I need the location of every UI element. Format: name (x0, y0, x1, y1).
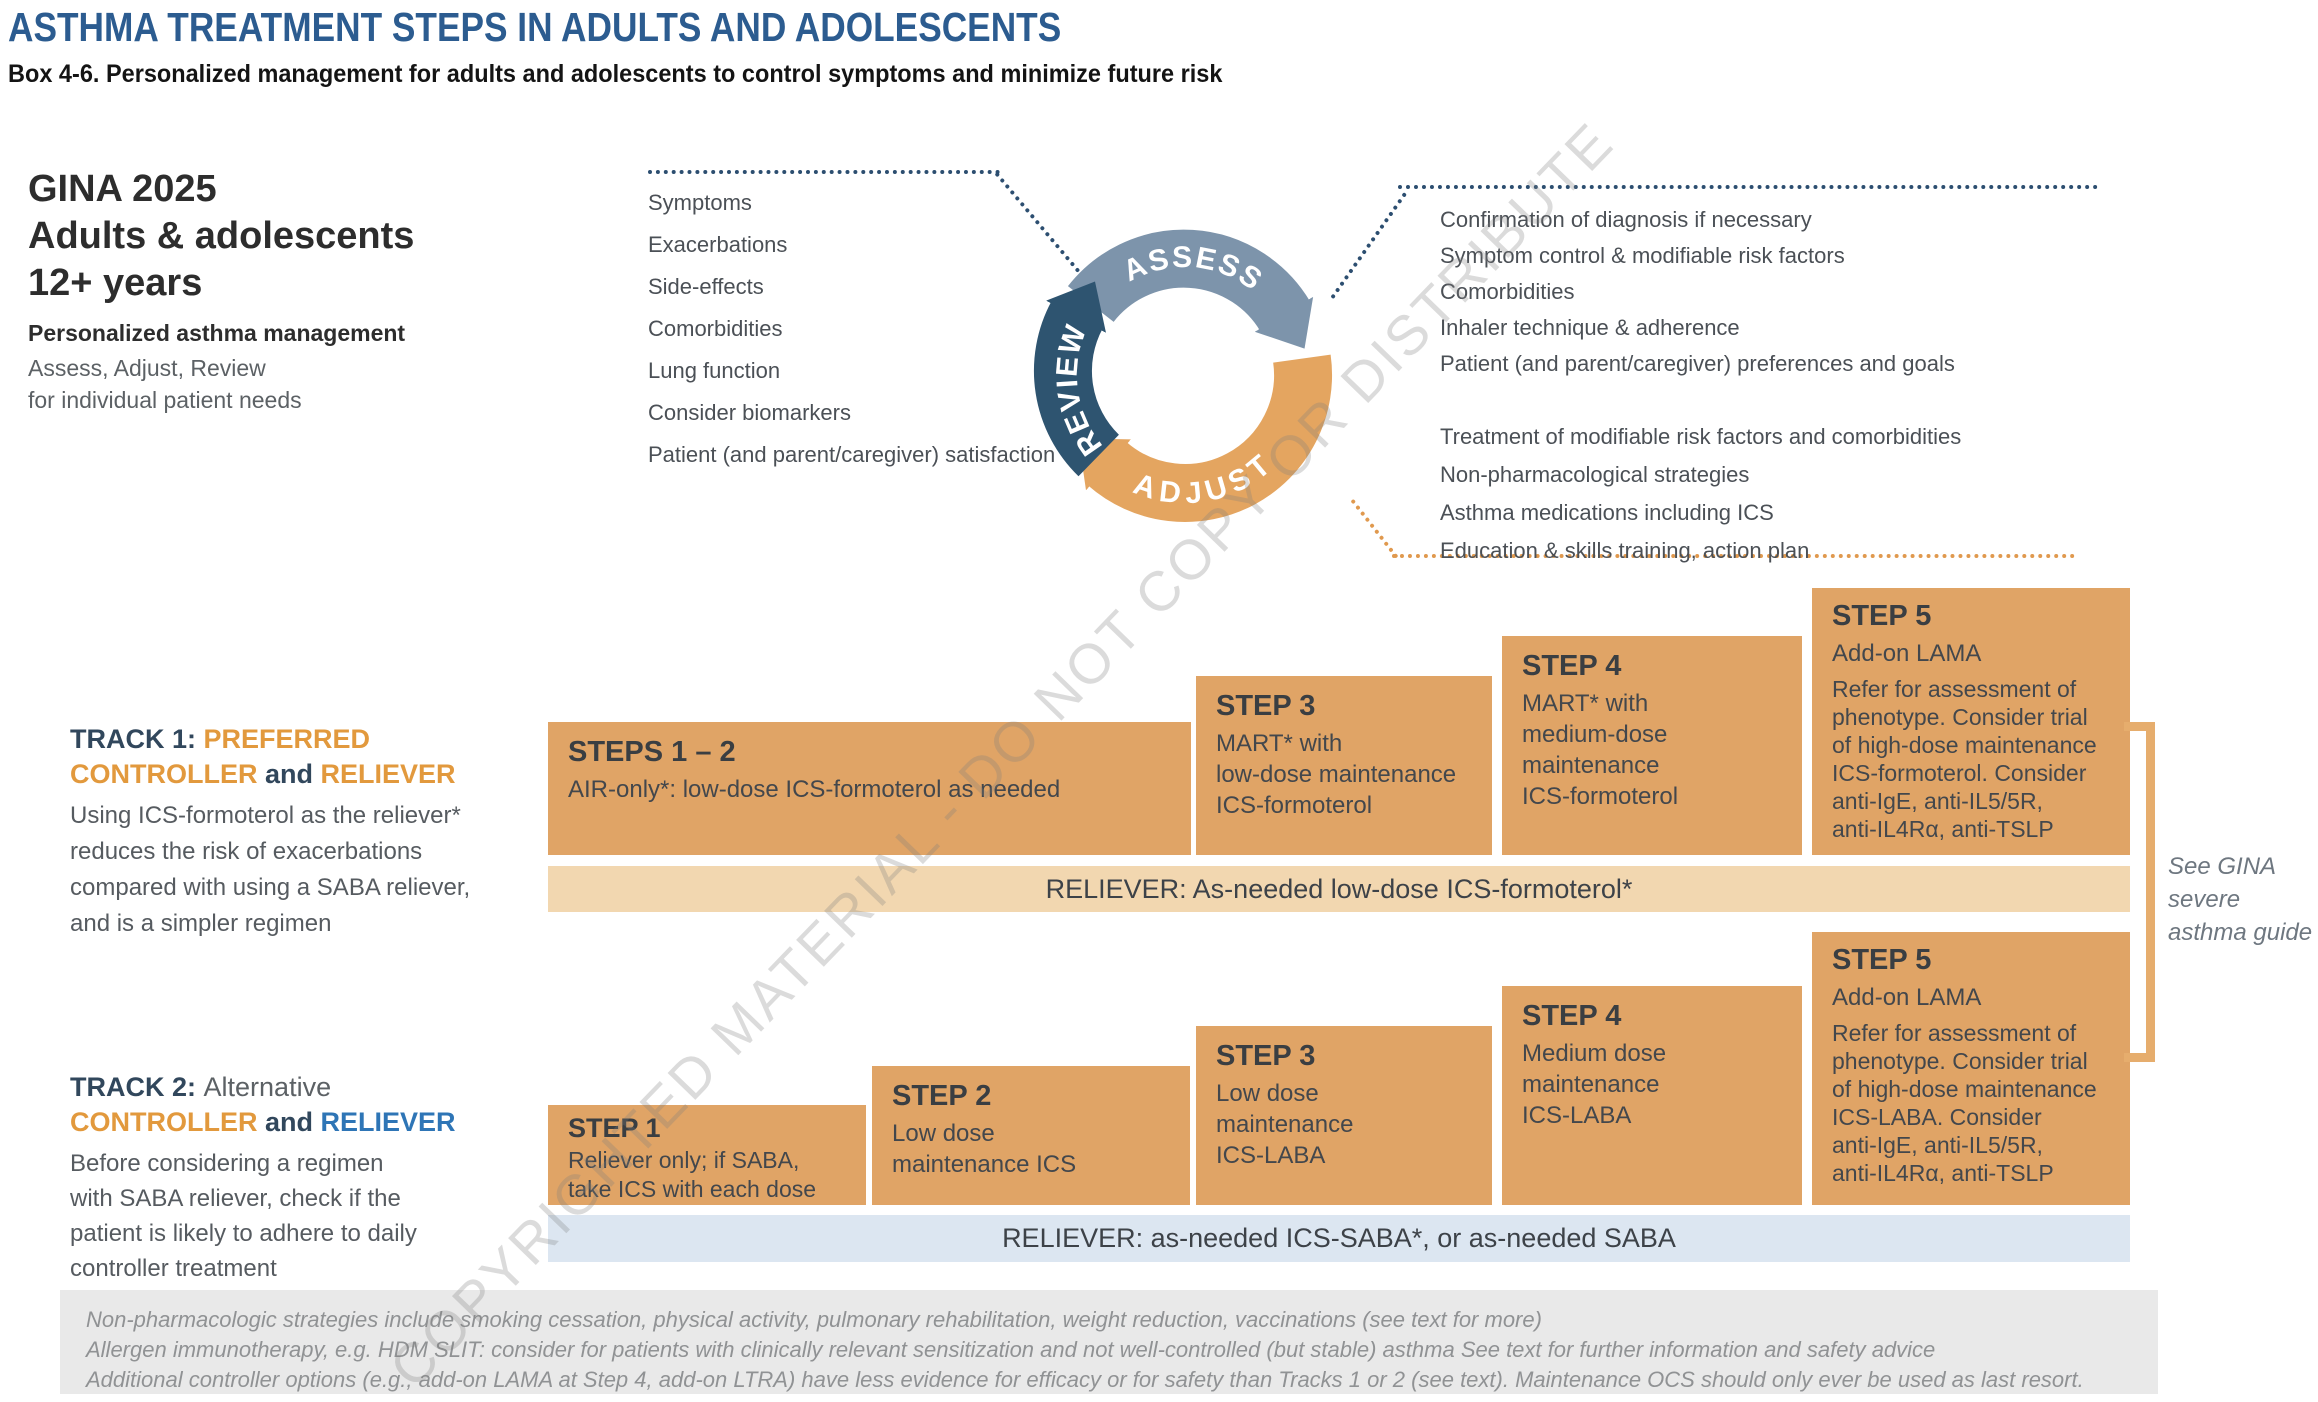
track2-step-2-box: STEP 2 Low dose maintenance ICS (872, 1066, 1190, 1205)
step-body: Low dose maintenance ICS-LABA (1216, 1080, 1354, 1169)
list-item: Asthma medications including ICS (1440, 500, 1774, 525)
track1-reliever-bar: RELIEVER: As-needed low-dose ICS-formote… (548, 866, 2130, 912)
track1-step-4-box: STEP 4 MART* with medium-dose maintenanc… (1502, 636, 1802, 855)
review-items-list: Symptoms Exacerbations Side-effects Como… (648, 182, 1055, 476)
step-title: STEP 5 (1832, 944, 1932, 976)
list-item: Symptom control & modifiable risk factor… (1440, 243, 1845, 268)
step-title: STEP 3 (1216, 690, 1316, 722)
list-item: Inhaler technique & adherence (1440, 315, 1740, 340)
step-title: STEP 4 (1522, 650, 1622, 682)
severe-asthma-bracket-bottom (2124, 1053, 2155, 1062)
assess-adjust-review-cycle-diagram: ASSESS ADJUST REVIEW (1034, 229, 1333, 522)
track1-controller: CONTROLLER (70, 759, 258, 789)
list-item: Consider biomarkers (648, 400, 851, 425)
track1-and: and (265, 759, 314, 789)
track1-description: Using ICS-formoterol as the reliever* re… (70, 802, 471, 937)
track2-step-5-box: STEP 5 Add-on LAMA Refer for assessment … (1812, 932, 2130, 1205)
list-item: Side-effects (648, 274, 764, 299)
severe-asthma-bracket-top (2124, 722, 2155, 731)
track2-prefix: TRACK 2: (70, 1072, 196, 1102)
track1-label: TRACK 1: PREFERRED CONTROLLER and RELIEV… (70, 722, 550, 942)
list-item: Patient (and parent/caregiver) preferenc… (1440, 351, 1955, 376)
gina-heading: GINA 2025 Adults & adolescents 12+ years (28, 168, 415, 304)
list-item: Comorbidities (1440, 279, 1575, 304)
adjust-arc (1078, 354, 1333, 522)
track1-reliever-word: RELIEVER (320, 759, 456, 789)
step-body: Medium dose maintenance ICS-LABA (1522, 1040, 1667, 1129)
step-title: STEP 5 (1832, 600, 1932, 632)
gina-subtext: Assess, Adjust, Review for individual pa… (28, 355, 302, 413)
step-title: STEP 1 (568, 1113, 661, 1143)
review-arc (1034, 281, 1120, 477)
track2-and: and (265, 1107, 314, 1137)
track1-accent: PREFERRED (203, 724, 371, 754)
page-title: ASTHMA TREATMENT STEPS IN ADULTS AND ADO… (8, 4, 1062, 50)
step-title: STEP 2 (892, 1080, 992, 1112)
track2-step-4-box: STEP 4 Medium dose maintenance ICS-LABA (1502, 986, 1802, 1205)
assess-arc (1067, 229, 1314, 349)
step-body: Reliever only; if SABA, take ICS with ea… (568, 1147, 817, 1202)
footnotes-panel: Non-pharmacologic strategies include smo… (60, 1290, 2158, 1394)
track2-reliever-bar: RELIEVER: as-needed ICS-SABA*, or as-nee… (548, 1215, 2130, 1262)
track1-prefix: TRACK 1: (70, 724, 196, 754)
dotted-line-review (648, 170, 1000, 174)
list-item: Non-pharmacological strategies (1440, 462, 1750, 487)
track1-step-3-box: STEP 3 MART* with low-dose maintenance I… (1196, 676, 1492, 855)
track2-description: Before considering a regimen with SABA r… (70, 1150, 417, 1282)
track1-step-5-box: STEP 5 Add-on LAMA Refer for assessment … (1812, 588, 2130, 855)
list-item: Symptoms (648, 190, 752, 215)
step-title: STEPS 1 – 2 (568, 736, 736, 768)
list-item: Patient (and parent/caregiver) satisfact… (648, 442, 1056, 467)
list-item: Education & skills training, action plan (1440, 538, 1810, 563)
list-item: Confirmation of diagnosis if necessary (1440, 207, 1812, 232)
list-item: Exacerbations (648, 232, 788, 257)
list-item: Lung function (648, 358, 781, 383)
gina-subheading: Personalized asthma management (28, 320, 406, 346)
track2-controller: CONTROLLER (70, 1107, 258, 1137)
track2-alternative: Alternative (203, 1072, 332, 1102)
step-body: MART* with low-dose maintenance ICS-form… (1216, 730, 1457, 819)
adjust-items-list: Treatment of modifiable risk factors and… (1440, 418, 1961, 570)
dotted-line-adjust (1392, 554, 2075, 558)
track2-label: TRACK 2: Alternative CONTROLLER and RELI… (70, 1070, 550, 1286)
track1-reliever-text: RELIEVER: As-needed low-dose ICS-formote… (1045, 874, 1633, 904)
assess-items-list: Confirmation of diagnosis if necessary S… (1440, 202, 1955, 382)
track1-steps-1-2-box: STEPS 1 – 2 AIR-only*: low-dose ICS-form… (548, 722, 1191, 855)
step-body: AIR-only*: low-dose ICS-formoterol as ne… (568, 776, 1061, 803)
footnote: Additional controller options (e.g., add… (86, 1367, 2084, 1392)
track2-reliever-text: RELIEVER: as-needed ICS-SABA*, or as-nee… (1002, 1223, 1676, 1253)
severe-asthma-note: See GINA severe asthma guide (2168, 853, 2313, 946)
step-body: MART* with medium-dose maintenance ICS-f… (1522, 690, 1679, 810)
step-detail: Refer for assessment of phenotype. Consi… (1832, 676, 2097, 842)
step-detail: Refer for assessment of phenotype. Consi… (1832, 1020, 2097, 1186)
track2-step-1-box: STEP 1 Reliever only; if SABA, take ICS … (548, 1105, 866, 1205)
track2-step-3-box: STEP 3 Low dose maintenance ICS-LABA (1196, 1026, 1492, 1205)
figure-caption: Box 4-6. Personalized management for adu… (8, 60, 1223, 88)
severe-asthma-bracket (2146, 722, 2155, 1062)
footnote: Allergen immunotherapy, e.g. HDM SLIT: c… (86, 1337, 1936, 1362)
step-body: Low dose maintenance ICS (892, 1120, 1077, 1178)
step-body: Add-on LAMA (1832, 984, 1982, 1011)
step-title: STEP 4 (1522, 1000, 1622, 1032)
step-body: Add-on LAMA (1832, 640, 1982, 667)
dotted-line-assess (1398, 185, 2098, 189)
footnote: Non-pharmacologic strategies include smo… (86, 1307, 1542, 1332)
list-item: Treatment of modifiable risk factors and… (1440, 424, 1962, 449)
dotted-connector-adjust (1350, 498, 1399, 559)
list-item: Comorbidities (648, 316, 783, 341)
step-title: STEP 3 (1216, 1040, 1316, 1072)
track2-reliever-word: RELIEVER (320, 1107, 456, 1137)
